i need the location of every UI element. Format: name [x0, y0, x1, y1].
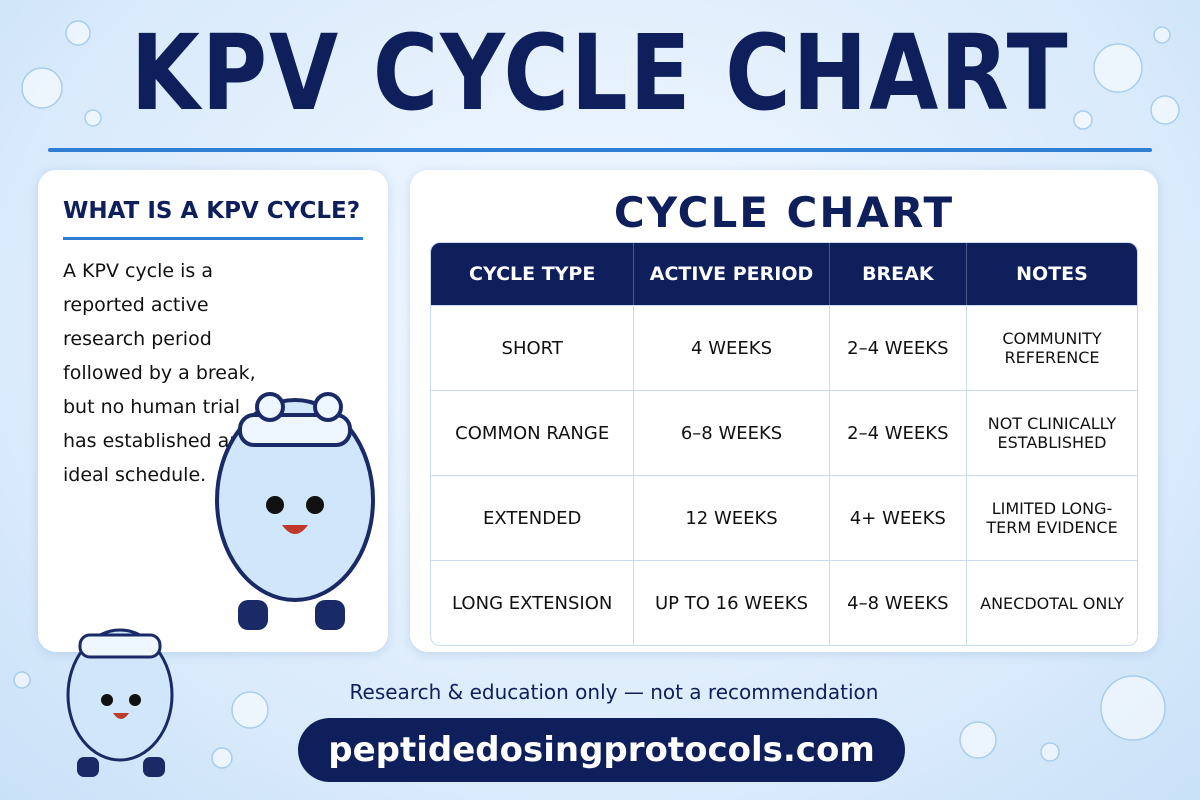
table-row: EXTENDED 12 WEEKS 4+ WEEKS LIMITED LONG-TER…: [431, 475, 1137, 560]
disclaimer: Research & education only — not a recomm…: [349, 680, 879, 704]
table-row: LONG EXTENSION UP TO 16 WEEKS 4–8 WEEKS ANE…: [431, 560, 1137, 645]
table-cell: 4 WEEKS: [634, 305, 830, 390]
table-cell: UP TO 16 WEEKS: [634, 560, 830, 645]
table-cell: SHORT: [431, 305, 635, 390]
table-cell: ANECDOTAL ONLY: [967, 560, 1137, 645]
column-header: ACTIVE PERIOD: [634, 243, 830, 305]
divider: [48, 148, 1152, 152]
column-header: BREAK: [829, 243, 967, 305]
website-url[interactable]: peptidedosingprotocols.com: [298, 718, 905, 782]
table-cell: 2–4 WEEKS: [829, 305, 967, 390]
column-header: CYCLE TYPE: [431, 243, 635, 305]
info-heading: WHAT IS A KPV CYCLE?: [63, 198, 361, 224]
info-line: followed by a break,: [63, 362, 256, 384]
table-cell: 6–8 WEEKS: [634, 390, 830, 475]
cycle-table: CYCLE TYPE ACTIVE PERIOD BREAK NOTES SHORT 4 …: [430, 242, 1138, 646]
table-cell: LONG EXTENSION: [431, 560, 635, 645]
table-cell: COMMUNITY REFERENCE: [967, 305, 1137, 390]
table-row: SHORT 4 WEEKS 2–4 WEEKS COMMUNITY REFERENCE: [431, 305, 1137, 390]
info-line: reported active: [63, 294, 209, 316]
info-line: ideal schedule.: [63, 464, 207, 486]
table-cell: 4+ WEEKS: [829, 475, 967, 560]
table-cell: NOT CLINICALLY ESTABLISHED: [967, 390, 1137, 475]
info-line: but no human trial: [63, 396, 241, 418]
table-cell: COMMON RANGE: [431, 390, 635, 475]
info-text: A KPV cycle is a reported active research …: [63, 254, 256, 492]
table-title: CYCLE CHART: [613, 188, 955, 237]
table-row: COMMON RANGE 6–8 WEEKS 2–4 WEEKS NOT CLINIC…: [431, 390, 1137, 475]
page-title: KPV CYCLE CHART: [130, 12, 1070, 134]
table-cell: LIMITED LONG-TERM EVIDENCE: [967, 475, 1137, 560]
table-card: CYCLE CHART CYCLE TYPE ACTIVE PERIOD BREAK…: [410, 170, 1158, 652]
column-header: NOTES: [967, 243, 1137, 305]
table-cell: 2–4 WEEKS: [829, 390, 967, 475]
table-cell: 12 WEEKS: [634, 475, 830, 560]
info-line: research period: [63, 328, 212, 350]
info-line: has established an: [63, 430, 242, 452]
table-cell: EXTENDED: [431, 475, 635, 560]
divider: [63, 237, 363, 240]
info-line: A KPV cycle is a: [63, 260, 213, 282]
table-cell: 4–8 WEEKS: [829, 560, 967, 645]
